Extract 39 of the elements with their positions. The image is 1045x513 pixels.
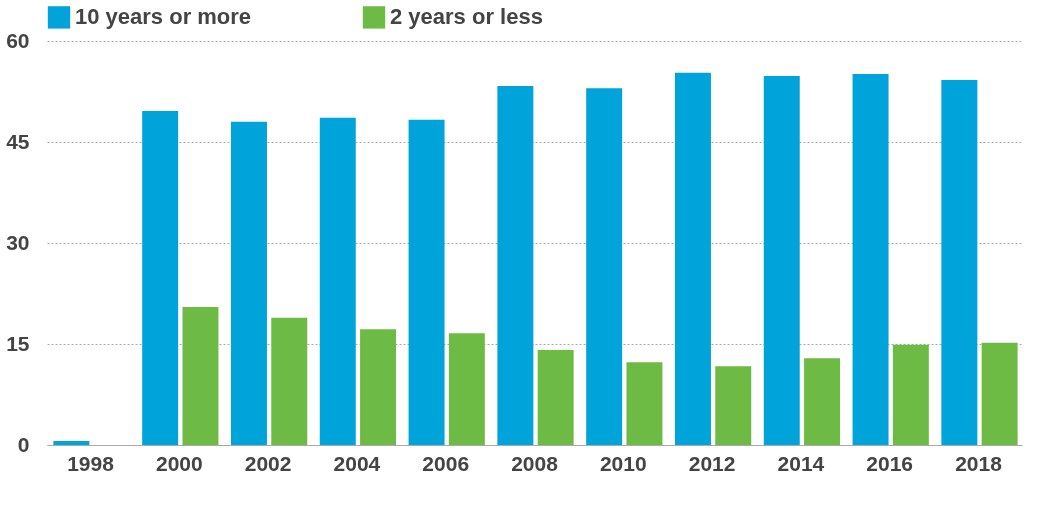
bar	[497, 86, 534, 445]
bar	[319, 117, 356, 445]
x-tick-label: 2006	[422, 451, 470, 475]
bar	[408, 119, 445, 445]
y-tick-label: 60	[6, 28, 30, 52]
bar	[586, 88, 623, 445]
bar	[715, 366, 752, 445]
legend-label: 10 years or more	[75, 4, 252, 30]
y-tick-label: 45	[6, 129, 30, 153]
x-tick-label: 2004	[333, 451, 381, 475]
bar	[230, 121, 267, 445]
bar	[142, 111, 179, 445]
y-tick-label: 0	[17, 432, 30, 456]
x-tick-label: 2016	[866, 451, 914, 475]
bar	[981, 342, 1018, 445]
bar	[271, 317, 308, 445]
bar	[360, 329, 397, 445]
x-tick-label: 2018	[955, 451, 1003, 475]
bar	[804, 358, 841, 445]
bar	[448, 333, 485, 445]
bar	[852, 73, 889, 445]
x-tick-label: 2000	[155, 451, 203, 475]
bar	[892, 344, 929, 445]
x-tick-label: 2012	[688, 451, 736, 475]
y-tick-label: 30	[6, 230, 30, 254]
y-tick-label: 15	[6, 331, 30, 355]
x-tick-label: 2014	[777, 451, 825, 475]
bar	[182, 306, 219, 445]
bar	[537, 350, 574, 445]
legend-label: 2 years or less	[390, 4, 543, 30]
x-tick-label: 2008	[511, 451, 559, 475]
x-tick-label: 2002	[244, 451, 292, 475]
x-tick-label: 1998	[67, 451, 115, 475]
bar	[674, 72, 711, 445]
bar	[941, 80, 978, 445]
bar	[53, 440, 90, 445]
bar	[626, 362, 663, 445]
x-tick-label: 2010	[599, 451, 647, 475]
bar	[763, 76, 800, 445]
